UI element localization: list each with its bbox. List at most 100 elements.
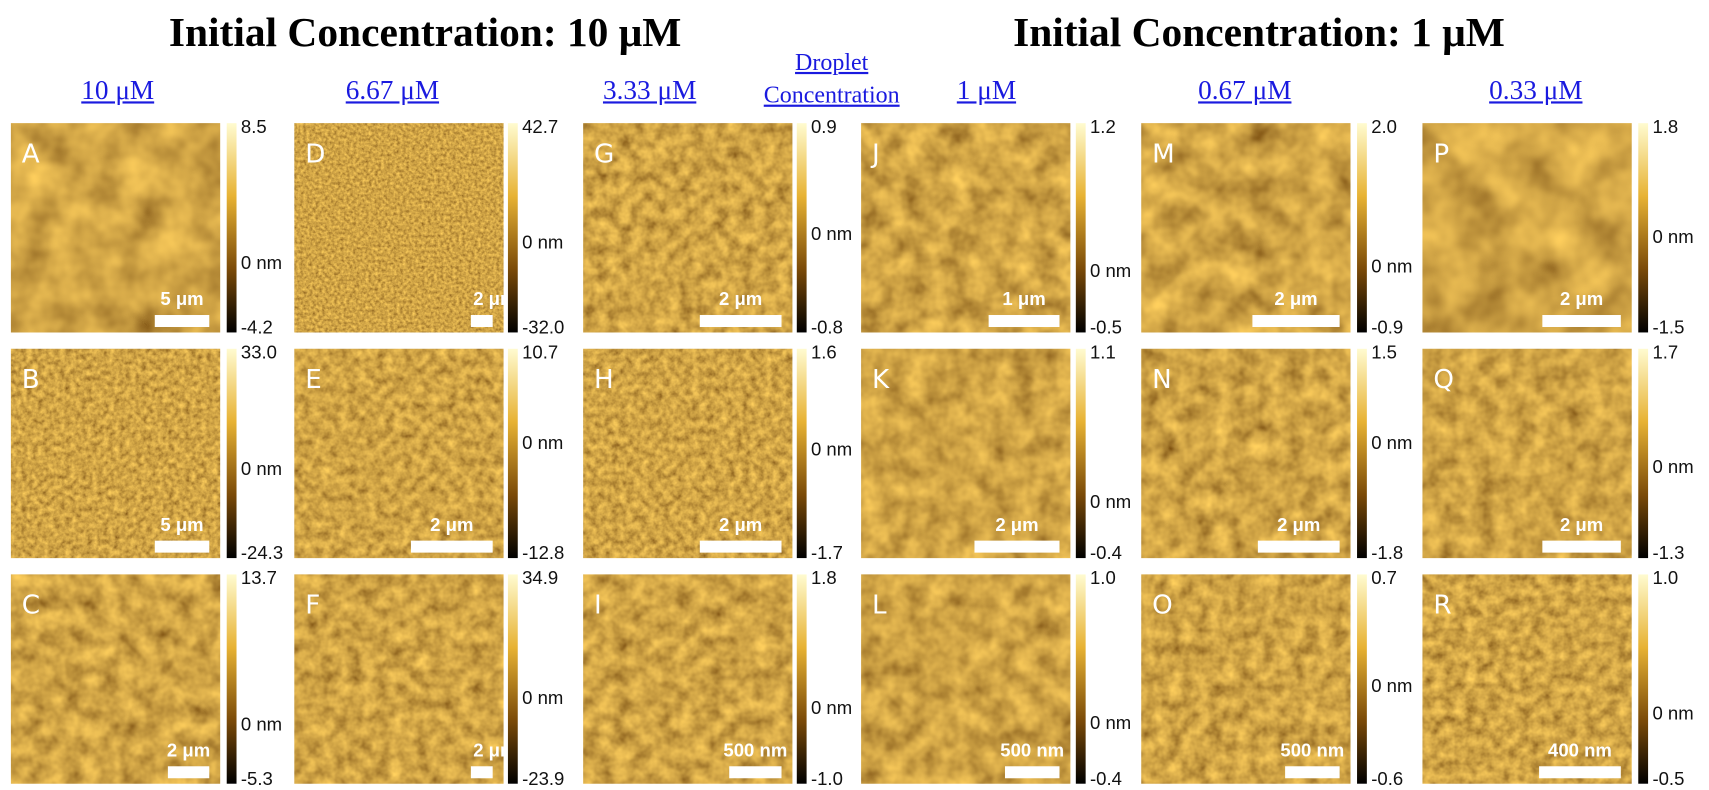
colorbar-min: -0.8: [811, 317, 843, 339]
droplet-label: Droplet: [795, 48, 868, 76]
left-title: Initial Concentration: 10 μM: [169, 9, 681, 57]
colorbar-zero: 0 nm: [241, 458, 282, 480]
column-header: 0.33 μM: [1489, 76, 1582, 107]
scale-bar-label: 2 μm: [430, 514, 473, 536]
scale-bar: [974, 541, 1059, 553]
colorbar-min: -0.5: [1652, 768, 1684, 790]
scale-bar-label: 2 μm: [1560, 514, 1603, 536]
panel-letter: I: [594, 590, 602, 621]
colorbar: [1638, 574, 1648, 783]
scale-bar-label: 500 nm: [1280, 740, 1344, 762]
scale-bar: [1285, 766, 1340, 778]
colorbar-max: 42.7: [522, 117, 558, 139]
colorbar-min: -0.9: [1371, 317, 1403, 339]
panel-letter: O: [1152, 590, 1173, 621]
scale-bar: [471, 315, 493, 327]
colorbar: [1076, 123, 1086, 332]
scale-bar-label: 5 μm: [160, 289, 203, 311]
colorbar-zero: 0 nm: [1652, 703, 1693, 725]
scale-bar: [729, 766, 781, 778]
scale-bar: [411, 541, 493, 553]
colorbar: [227, 574, 237, 783]
afm-image: [861, 349, 1070, 558]
colorbar-min: -1.0: [811, 768, 843, 790]
colorbar-min: -1.7: [811, 543, 843, 565]
colorbar-zero: 0 nm: [1371, 676, 1412, 698]
panel-letter: A: [22, 138, 40, 169]
colorbar: [508, 349, 518, 558]
colorbar-min: -0.4: [1090, 768, 1122, 790]
colorbar: [508, 574, 518, 783]
colorbar-max: 1.5: [1371, 342, 1397, 364]
colorbar-max: 1.7: [1652, 342, 1678, 364]
scale-bar-label: 1 μm: [1002, 289, 1045, 311]
colorbar-max: 1.2: [1090, 117, 1116, 139]
colorbar: [1638, 123, 1648, 332]
scale-bar: [700, 541, 782, 553]
column-header: 6.67 μM: [346, 76, 439, 107]
colorbar-zero: 0 nm: [241, 252, 282, 274]
colorbar-max: 33.0: [241, 342, 277, 364]
colorbar-max: 1.8: [811, 568, 837, 590]
colorbar-min: -23.9: [522, 768, 564, 790]
right-title: Initial Concentration: 1 μM: [1013, 9, 1505, 57]
afm-image: [294, 574, 503, 783]
panel-letter: R: [1433, 590, 1451, 621]
colorbar-zero: 0 nm: [522, 433, 563, 455]
panel-letter: P: [1433, 138, 1449, 169]
panel-letter: N: [1152, 364, 1172, 395]
colorbar-max: 0.9: [811, 117, 837, 139]
scale-bar: [1005, 766, 1059, 778]
scale-bar-label: 500 nm: [1000, 740, 1064, 762]
scale-bar: [155, 541, 210, 553]
colorbar-min: -0.5: [1090, 317, 1122, 339]
colorbar: [1357, 123, 1367, 332]
scale-bar-label: 2 μm: [719, 289, 762, 311]
colorbar-min: -4.2: [241, 317, 273, 339]
colorbar-zero: 0 nm: [811, 698, 852, 720]
colorbar-zero: 0 nm: [1652, 226, 1693, 248]
colorbar-min: -32.0: [522, 317, 564, 339]
afm-image: [294, 123, 503, 332]
panel-letter: E: [305, 364, 322, 395]
panel-letter: M: [1152, 138, 1175, 169]
colorbar-min: -0.6: [1371, 768, 1403, 790]
scale-bar: [155, 315, 210, 327]
colorbar: [1638, 349, 1648, 558]
colorbar: [227, 123, 237, 332]
colorbar-zero: 0 nm: [1371, 257, 1412, 279]
scale-bar-label: 2 μm: [1560, 289, 1603, 311]
colorbar-min: -1.5: [1652, 317, 1684, 339]
panel-letter: F: [305, 590, 320, 621]
column-header: 0.67 μM: [1198, 76, 1291, 107]
panel-letter: Q: [1433, 364, 1454, 395]
colorbar-zero: 0 nm: [811, 439, 852, 461]
column-header: 1 μM: [957, 76, 1016, 107]
droplet-label: Concentration: [764, 81, 900, 109]
panel-letter: K: [872, 364, 889, 395]
panel-letter: B: [22, 364, 40, 395]
colorbar-max: 1.0: [1090, 568, 1116, 590]
scale-bar-label: 2 μm: [719, 514, 762, 536]
colorbar-zero: 0 nm: [1090, 260, 1131, 282]
panel-letter: H: [594, 364, 614, 395]
column-header: 10 μM: [81, 76, 154, 107]
colorbar-max: 2.0: [1371, 117, 1397, 139]
scale-bar-label: 2 μm: [1274, 289, 1317, 311]
colorbar-zero: 0 nm: [522, 232, 563, 254]
panel-letter: C: [22, 590, 40, 621]
scale-bar-label: 2 μm: [995, 514, 1038, 536]
scale-bar: [700, 315, 782, 327]
scale-bar-label: 5 μm: [160, 514, 203, 536]
scale-bar: [989, 315, 1060, 327]
panel-letter: G: [594, 138, 614, 169]
scale-bar: [471, 766, 493, 778]
colorbar-max: 1.6: [811, 342, 837, 364]
colorbar: [1076, 349, 1086, 558]
colorbar-min: -1.8: [1371, 543, 1403, 565]
colorbar: [797, 574, 807, 783]
scale-bar: [168, 766, 209, 778]
scale-bar: [1542, 541, 1620, 553]
colorbar-min: -24.3: [241, 543, 283, 565]
scale-bar: [1258, 541, 1340, 553]
